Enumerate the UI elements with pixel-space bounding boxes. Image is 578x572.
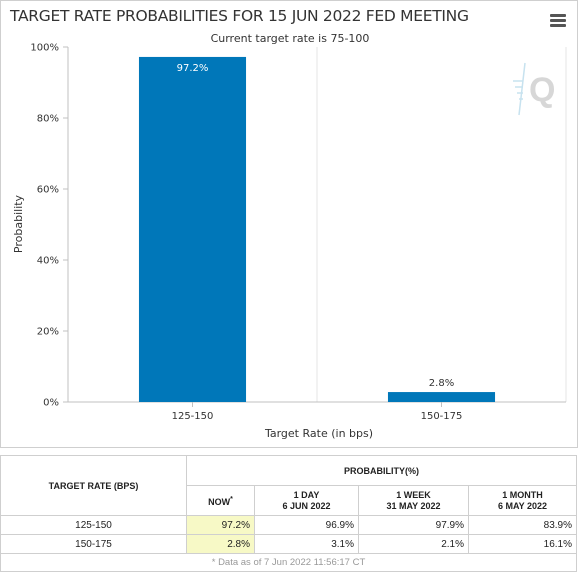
probability-table-panel: TARGET RATE (BPS) PROBABILITY(%) NOW* 1 …	[0, 455, 578, 572]
x-tick-label: 125-150	[172, 411, 214, 422]
y-tick-label: 80%	[37, 114, 59, 125]
row-rate: 150-175	[0, 534, 187, 554]
chart-subtitle: Current target rate is 75-100	[210, 32, 370, 45]
row-1-month: 16.1%	[468, 534, 577, 554]
x-axis-title: Target Rate (in bps)	[264, 427, 373, 440]
bar-layer: 97.2% 2.8%	[138, 56, 496, 402]
y-tick-label: 100%	[30, 43, 59, 54]
bar	[138, 56, 247, 402]
hamburger-menu-icon[interactable]	[550, 14, 566, 28]
row-1-day: 3.1%	[254, 534, 359, 554]
quikstrike-watermark-icon: Q	[513, 62, 555, 116]
chart-title: TARGET RATE PROBABILITIES FOR 15 JUN 202…	[10, 7, 469, 25]
header-now: NOW*	[186, 485, 255, 516]
chart-panel: TARGET RATE PROBABILITIES FOR 15 JUN 202…	[0, 0, 578, 448]
row-1-day: 96.9%	[254, 515, 359, 535]
table-footnote: * Data as of 7 Jun 2022 11:56:17 CT	[0, 553, 577, 572]
row-1-week: 2.1%	[358, 534, 469, 554]
data-label: 2.8%	[429, 378, 454, 389]
header-1-month: 1 MONTH 6 MAY 2022	[468, 485, 577, 516]
bar-chart: 0% 20% 40% 60% 80% 100% 125-150 150-175 97.2% 2.…	[12, 43, 567, 440]
bar	[387, 392, 496, 402]
watermark-letter: Q	[529, 71, 555, 109]
y-tick-label: 40%	[37, 256, 59, 267]
y-tick-label: 0%	[43, 398, 59, 409]
y-tick-label: 60%	[37, 185, 59, 196]
header-target-rate: TARGET RATE (BPS)	[0, 455, 187, 516]
row-rate: 125-150	[0, 515, 187, 535]
row-1-month: 83.9%	[468, 515, 577, 535]
row-now: 2.8%	[186, 534, 255, 554]
table-row: 125-150 97.2% 96.9% 97.9% 83.9%	[0, 515, 577, 535]
row-1-week: 97.9%	[358, 515, 469, 535]
x-tick-label: 150-175	[421, 411, 463, 422]
y-tick-label: 20%	[37, 327, 59, 338]
probability-table: TARGET RATE (BPS) PROBABILITY(%) NOW* 1 …	[0, 455, 577, 572]
data-label: 97.2%	[177, 63, 209, 74]
header-1-week: 1 WEEK 31 MAY 2022	[358, 485, 469, 516]
header-probability: PROBABILITY(%)	[186, 455, 577, 486]
row-now: 97.2%	[186, 515, 255, 535]
header-1-day: 1 DAY 6 JUN 2022	[254, 485, 359, 516]
y-axis-title: Probability	[12, 194, 25, 253]
axis-layer: 0% 20% 40% 60% 80% 100% 125-150 150-175	[30, 43, 566, 422]
table-row: 150-175 2.8% 3.1% 2.1% 16.1%	[0, 534, 577, 554]
